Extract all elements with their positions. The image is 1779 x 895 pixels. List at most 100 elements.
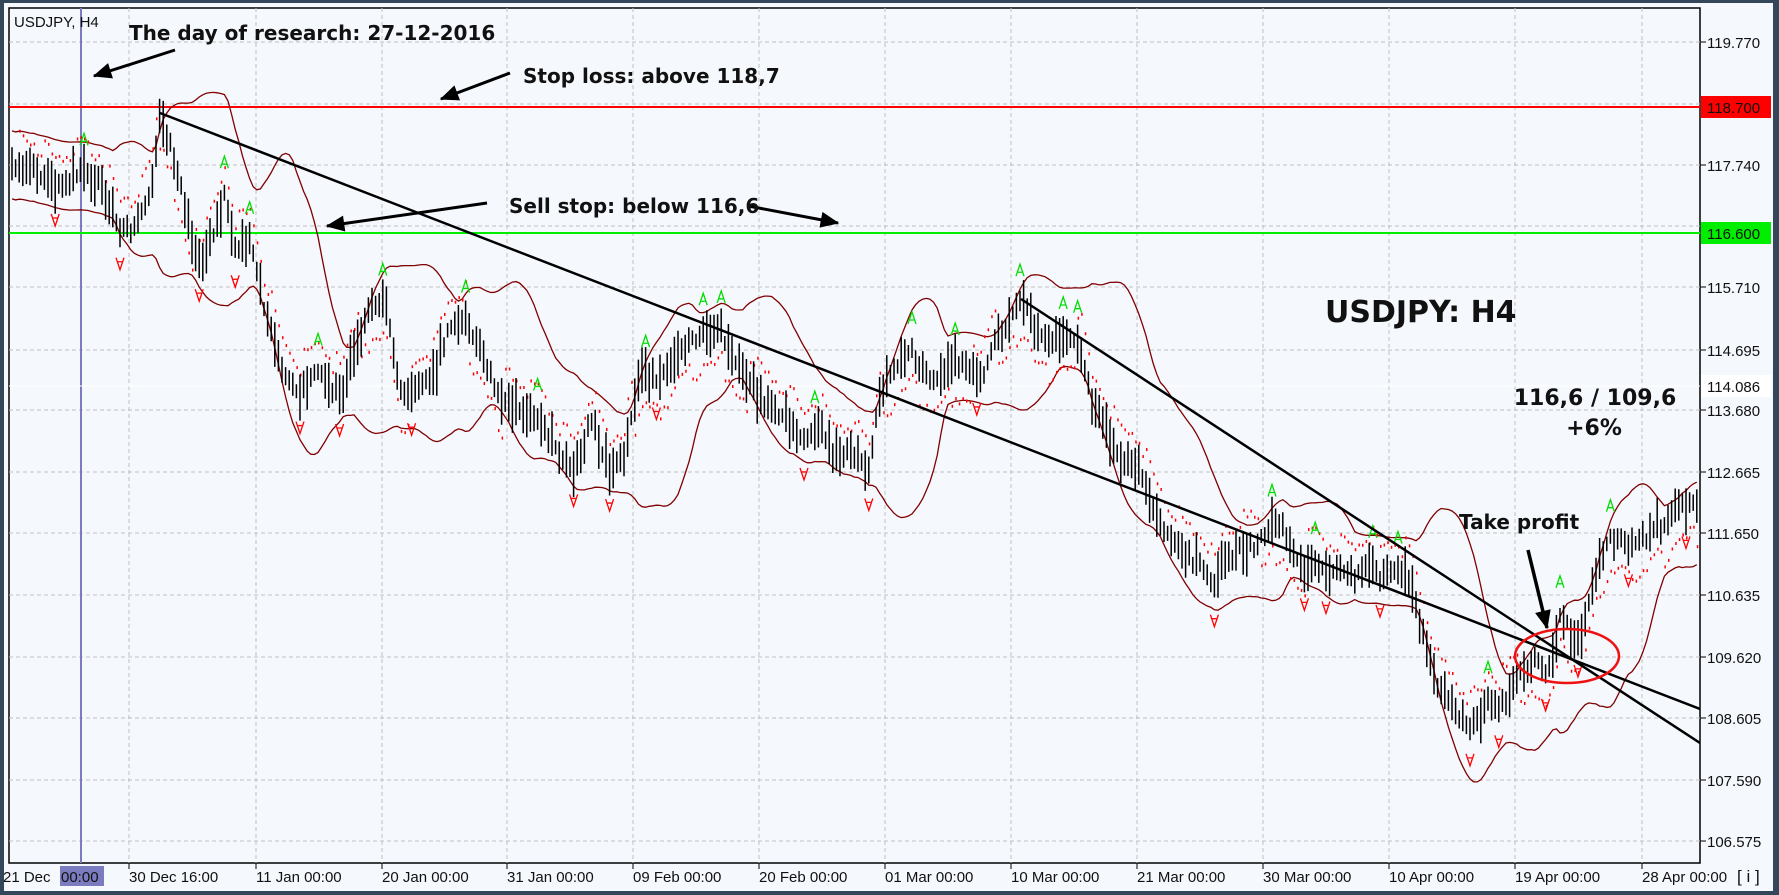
price-bars xyxy=(11,98,1698,744)
fractal-down-icon xyxy=(799,467,809,482)
arrow-sell-stop-right xyxy=(747,204,840,228)
fractal-down-icon xyxy=(194,288,204,304)
price-tick-label: 119.770 xyxy=(1707,35,1760,52)
fractal-up-icon xyxy=(1605,497,1616,512)
price-tick-label: 112.665 xyxy=(1707,465,1760,482)
fractal-up-icon xyxy=(460,278,471,293)
price-tick-label: 114.086 xyxy=(1707,379,1760,396)
sell-stop-price-tag xyxy=(1701,222,1771,244)
fractal-down-icon xyxy=(115,257,125,272)
fractal-up-icon xyxy=(907,309,917,325)
arrow-research-day xyxy=(92,48,176,79)
ratio-text: 116,6 / 109,6 xyxy=(1514,386,1677,411)
price-tick-label: 106.575 xyxy=(1707,834,1761,851)
symbol-label: USDJPY, H4 xyxy=(14,14,99,31)
take-profit-text: Take profit xyxy=(1459,510,1580,534)
fractal-down-icon xyxy=(1623,574,1634,589)
fractal-down-icon xyxy=(295,421,305,436)
arrow-stop-loss xyxy=(439,71,511,101)
fractal-up-icon xyxy=(244,199,255,214)
fractal-down-icon xyxy=(1540,698,1551,713)
plot-area xyxy=(8,7,1701,864)
stop-loss-text: Stop loss: above 118,7 xyxy=(523,64,780,88)
price-tick-label: 108.605 xyxy=(1707,711,1761,728)
price-tick-label: 113.680 xyxy=(1707,403,1760,420)
fractal-up-icon xyxy=(716,288,726,304)
fractal-down-icon xyxy=(568,494,579,509)
price-tick-label: 114.695 xyxy=(1707,343,1760,360)
price-tick-label: 116.600 xyxy=(1707,226,1760,243)
fractal-up-icon xyxy=(698,291,708,306)
price-axis[interactable]: 119.770 118.700 117.740 116.600 115.710 114.6… xyxy=(1700,35,1771,851)
fractal-down-icon xyxy=(334,423,345,439)
fractal-down-icon xyxy=(1681,536,1691,551)
fractal-down-icon xyxy=(1321,601,1331,616)
time-tick-label: 20 Jan 00:00 xyxy=(382,869,469,886)
fractal-down-icon xyxy=(1465,753,1475,768)
time-tick-label: 09 Feb 00:00 xyxy=(633,869,721,886)
research-day-text: The day of research: 27-12-2016 xyxy=(129,21,495,45)
percent-text: +6% xyxy=(1566,416,1622,441)
time-tick-label: 20 Feb 00:00 xyxy=(759,869,847,886)
fractal-down-icon xyxy=(864,498,874,513)
fractal-up-icon xyxy=(640,333,651,348)
fractal-down-icon xyxy=(406,422,417,438)
info-button[interactable]: [ i ] xyxy=(1737,867,1760,886)
take-profit-ellipse[interactable] xyxy=(1513,627,1621,685)
price-tick-label: 115.710 xyxy=(1707,280,1760,297)
fractal-down-icon xyxy=(972,402,982,417)
time-tick-label: 30 Dec 16:00 xyxy=(129,869,218,886)
time-tick-label: 11 Jan 00:00 xyxy=(256,869,342,886)
research-time-highlight xyxy=(60,866,104,886)
fractal-down-icon xyxy=(1573,664,1583,679)
arrow-sell-stop-left xyxy=(325,201,488,232)
time-tick-label: 30 Mar 00:00 xyxy=(1263,869,1351,886)
fractal-up-icon xyxy=(1310,520,1320,535)
fractal-down-icon xyxy=(1494,735,1504,750)
fractal-up-icon xyxy=(950,321,960,336)
sell-stop-text: Sell stop: below 116,6 xyxy=(509,194,759,218)
time-label-first-time: 00:00 xyxy=(61,869,99,886)
fractal-down-icon xyxy=(230,275,240,290)
price-tick-label: 117.740 xyxy=(1707,158,1760,175)
fractal-up-icon xyxy=(1555,573,1565,589)
parabolic-sar xyxy=(19,117,1699,708)
fractals xyxy=(50,131,1691,768)
price-tick-label: 109.620 xyxy=(1707,650,1761,667)
time-axis[interactable]: 21 Dec 00:00 30 Dec 16:00 11 Jan 00:00 20 Ja… xyxy=(3,863,1727,886)
fractal-down-icon xyxy=(1299,598,1310,613)
fractal-up-icon xyxy=(810,389,820,404)
fractal-down-icon xyxy=(1209,614,1220,629)
fractal-up-icon xyxy=(1058,294,1068,310)
time-tick-label: 19 Apr 00:00 xyxy=(1515,869,1600,886)
fractal-down-icon xyxy=(1375,604,1385,619)
fractal-up-icon xyxy=(1015,262,1025,277)
fractal-up-icon xyxy=(1483,659,1493,674)
fractal-down-icon xyxy=(604,498,615,514)
price-tick-label: 110.635 xyxy=(1707,588,1760,605)
fractal-up-icon xyxy=(79,131,89,146)
fractal-up-icon xyxy=(532,376,543,391)
time-tick-label: 28 Apr 00:00 xyxy=(1642,869,1727,886)
price-tick-label: 118.700 xyxy=(1707,100,1760,117)
fractal-up-icon xyxy=(378,261,388,276)
fractal-down-icon xyxy=(651,407,662,422)
time-tick-label: 10 Mar 00:00 xyxy=(1011,869,1099,886)
fractal-up-icon xyxy=(1393,529,1403,544)
fractal-up-icon xyxy=(1267,482,1277,497)
grid-lines xyxy=(9,8,1700,863)
time-tick-label: 21 Mar 00:00 xyxy=(1137,869,1225,886)
fractal-up-icon xyxy=(219,154,230,169)
time-label-first-date: 21 Dec xyxy=(3,869,51,886)
price-tick-label: 107.590 xyxy=(1707,773,1761,790)
fractal-up-icon xyxy=(1368,523,1378,539)
trendline-short[interactable] xyxy=(1020,297,1700,745)
stop-loss-price-tag xyxy=(1701,96,1771,118)
arrow-take-profit xyxy=(1526,549,1551,630)
time-tick-label: 01 Mar 00:00 xyxy=(885,869,973,886)
time-tick-label: 10 Apr 00:00 xyxy=(1389,869,1474,886)
fractal-up-icon xyxy=(313,331,323,346)
fractal-up-icon xyxy=(1072,298,1083,313)
